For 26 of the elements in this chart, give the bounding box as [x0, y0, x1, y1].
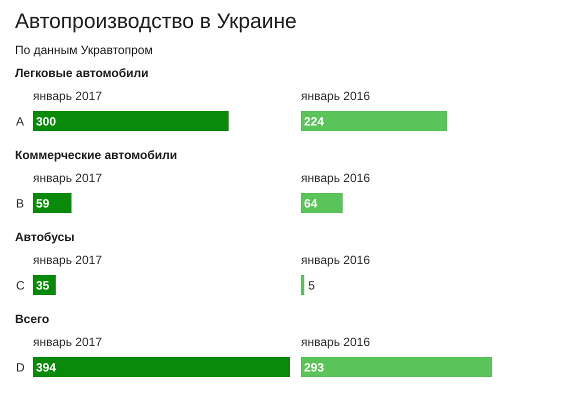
data-label: 293	[304, 360, 324, 374]
y-tick-label: D	[16, 360, 25, 374]
chart-title: Легковые автомобили	[15, 66, 149, 80]
series-label: январь 2017	[33, 89, 102, 103]
text: По данным Укравтопром	[15, 43, 153, 57]
series-label: январь 2017	[33, 171, 102, 185]
data-label: 5	[308, 278, 316, 292]
chart-title: Всего	[15, 312, 50, 326]
data-label: 35	[36, 278, 50, 292]
y-tick-label: B	[16, 196, 24, 210]
data-label: 64	[304, 196, 318, 210]
data-label: 59	[36, 196, 50, 210]
text: Автопроизводство в Украине	[15, 10, 297, 33]
y-tick-label: январь 2016	[301, 335, 370, 349]
y-tick-label: январь 2016	[301, 171, 370, 185]
y-tick-label: январь 2016	[301, 253, 370, 267]
y-tick-label: январь 2016	[301, 89, 370, 103]
series-label: январь 2017	[33, 335, 102, 349]
y-tick-label: A	[16, 114, 24, 128]
y-tick-label: C	[16, 278, 25, 292]
chart-title: Автобусы	[15, 230, 74, 244]
data-label: 394	[36, 360, 56, 374]
text: Коммерческие автомобили	[15, 148, 178, 162]
data-label: 224	[304, 114, 324, 128]
series-label: январь 2017	[33, 253, 102, 267]
data-label: 300	[36, 114, 56, 128]
